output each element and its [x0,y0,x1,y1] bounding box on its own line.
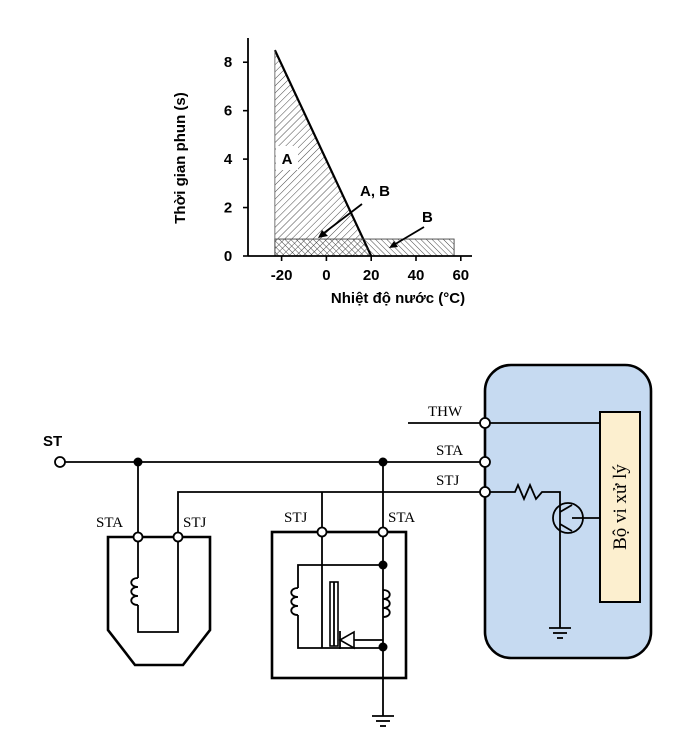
y-axis-label: Thời gian phun (s) [172,92,189,223]
chart-marks [273,49,455,257]
x-tick-label: -20 [271,267,293,284]
mid-sta-terminal [377,526,389,538]
mid-sta-label: STA [388,510,415,526]
left-stj-label: STJ [183,515,207,531]
series-a-line [273,49,373,257]
mid-stj-terminal [316,526,328,538]
ecu-ground-icon [549,627,571,639]
y-tick-label: 6 [224,103,232,120]
left-sta-terminal [132,531,144,543]
annotation-ab: A, B [360,183,390,200]
x-axis-label: Nhiệt độ nước (°C) [331,290,465,307]
arrow-b [391,226,425,247]
relay-ground-icon [372,715,394,727]
annotation-a: A [282,151,293,168]
relay-coil-2-icon [382,589,391,618]
y-tick-label: 2 [224,200,232,217]
injection-time-chart: -20 0 20 40 60 0 2 4 6 8 Thời gian phun (s) Nhiệt… [172,38,472,307]
ecu-stj-label: STJ [436,473,460,489]
y-tick-label: 0 [224,248,232,265]
st-label: ST [43,433,62,450]
arrow-ab-head [318,230,328,238]
ecu-sta-terminal [479,456,491,468]
x-tick-label: 0 [322,267,330,284]
ecu-sta-label: STA [436,443,463,459]
processor-label: Bộ vi xử lý [610,464,631,550]
starter-circuit: Bộ vi xử lý ST THW STA STJ [43,363,653,727]
starter-coil-icon [130,577,139,606]
ecu-thw-terminal [479,417,491,429]
series-b-area [274,238,455,257]
relay-diode-icon [338,630,383,650]
relay-coil-icon [290,587,299,616]
ecu-thw-label: THW [428,404,463,420]
x-tick-label: 40 [408,267,425,284]
left-sta-label: STA [96,515,123,531]
starter-relay-box [270,530,408,680]
left-stj-terminal [172,531,184,543]
label-a-box [276,146,298,170]
x-tick-label: 60 [452,267,469,284]
starter-motor-box [106,535,212,667]
y-tick-label: 4 [224,151,233,168]
annotation-b: B [422,209,433,226]
arrow-ab [319,203,363,237]
ecu-stj-terminal [479,486,491,498]
resistor [490,482,561,506]
mid-stj-label: STJ [284,510,308,526]
arrow-b-head [389,241,398,248]
y-tick-label: 8 [224,54,232,71]
st-terminal [54,456,66,468]
processor-box [599,411,641,603]
x-tick-label: 20 [363,267,380,284]
